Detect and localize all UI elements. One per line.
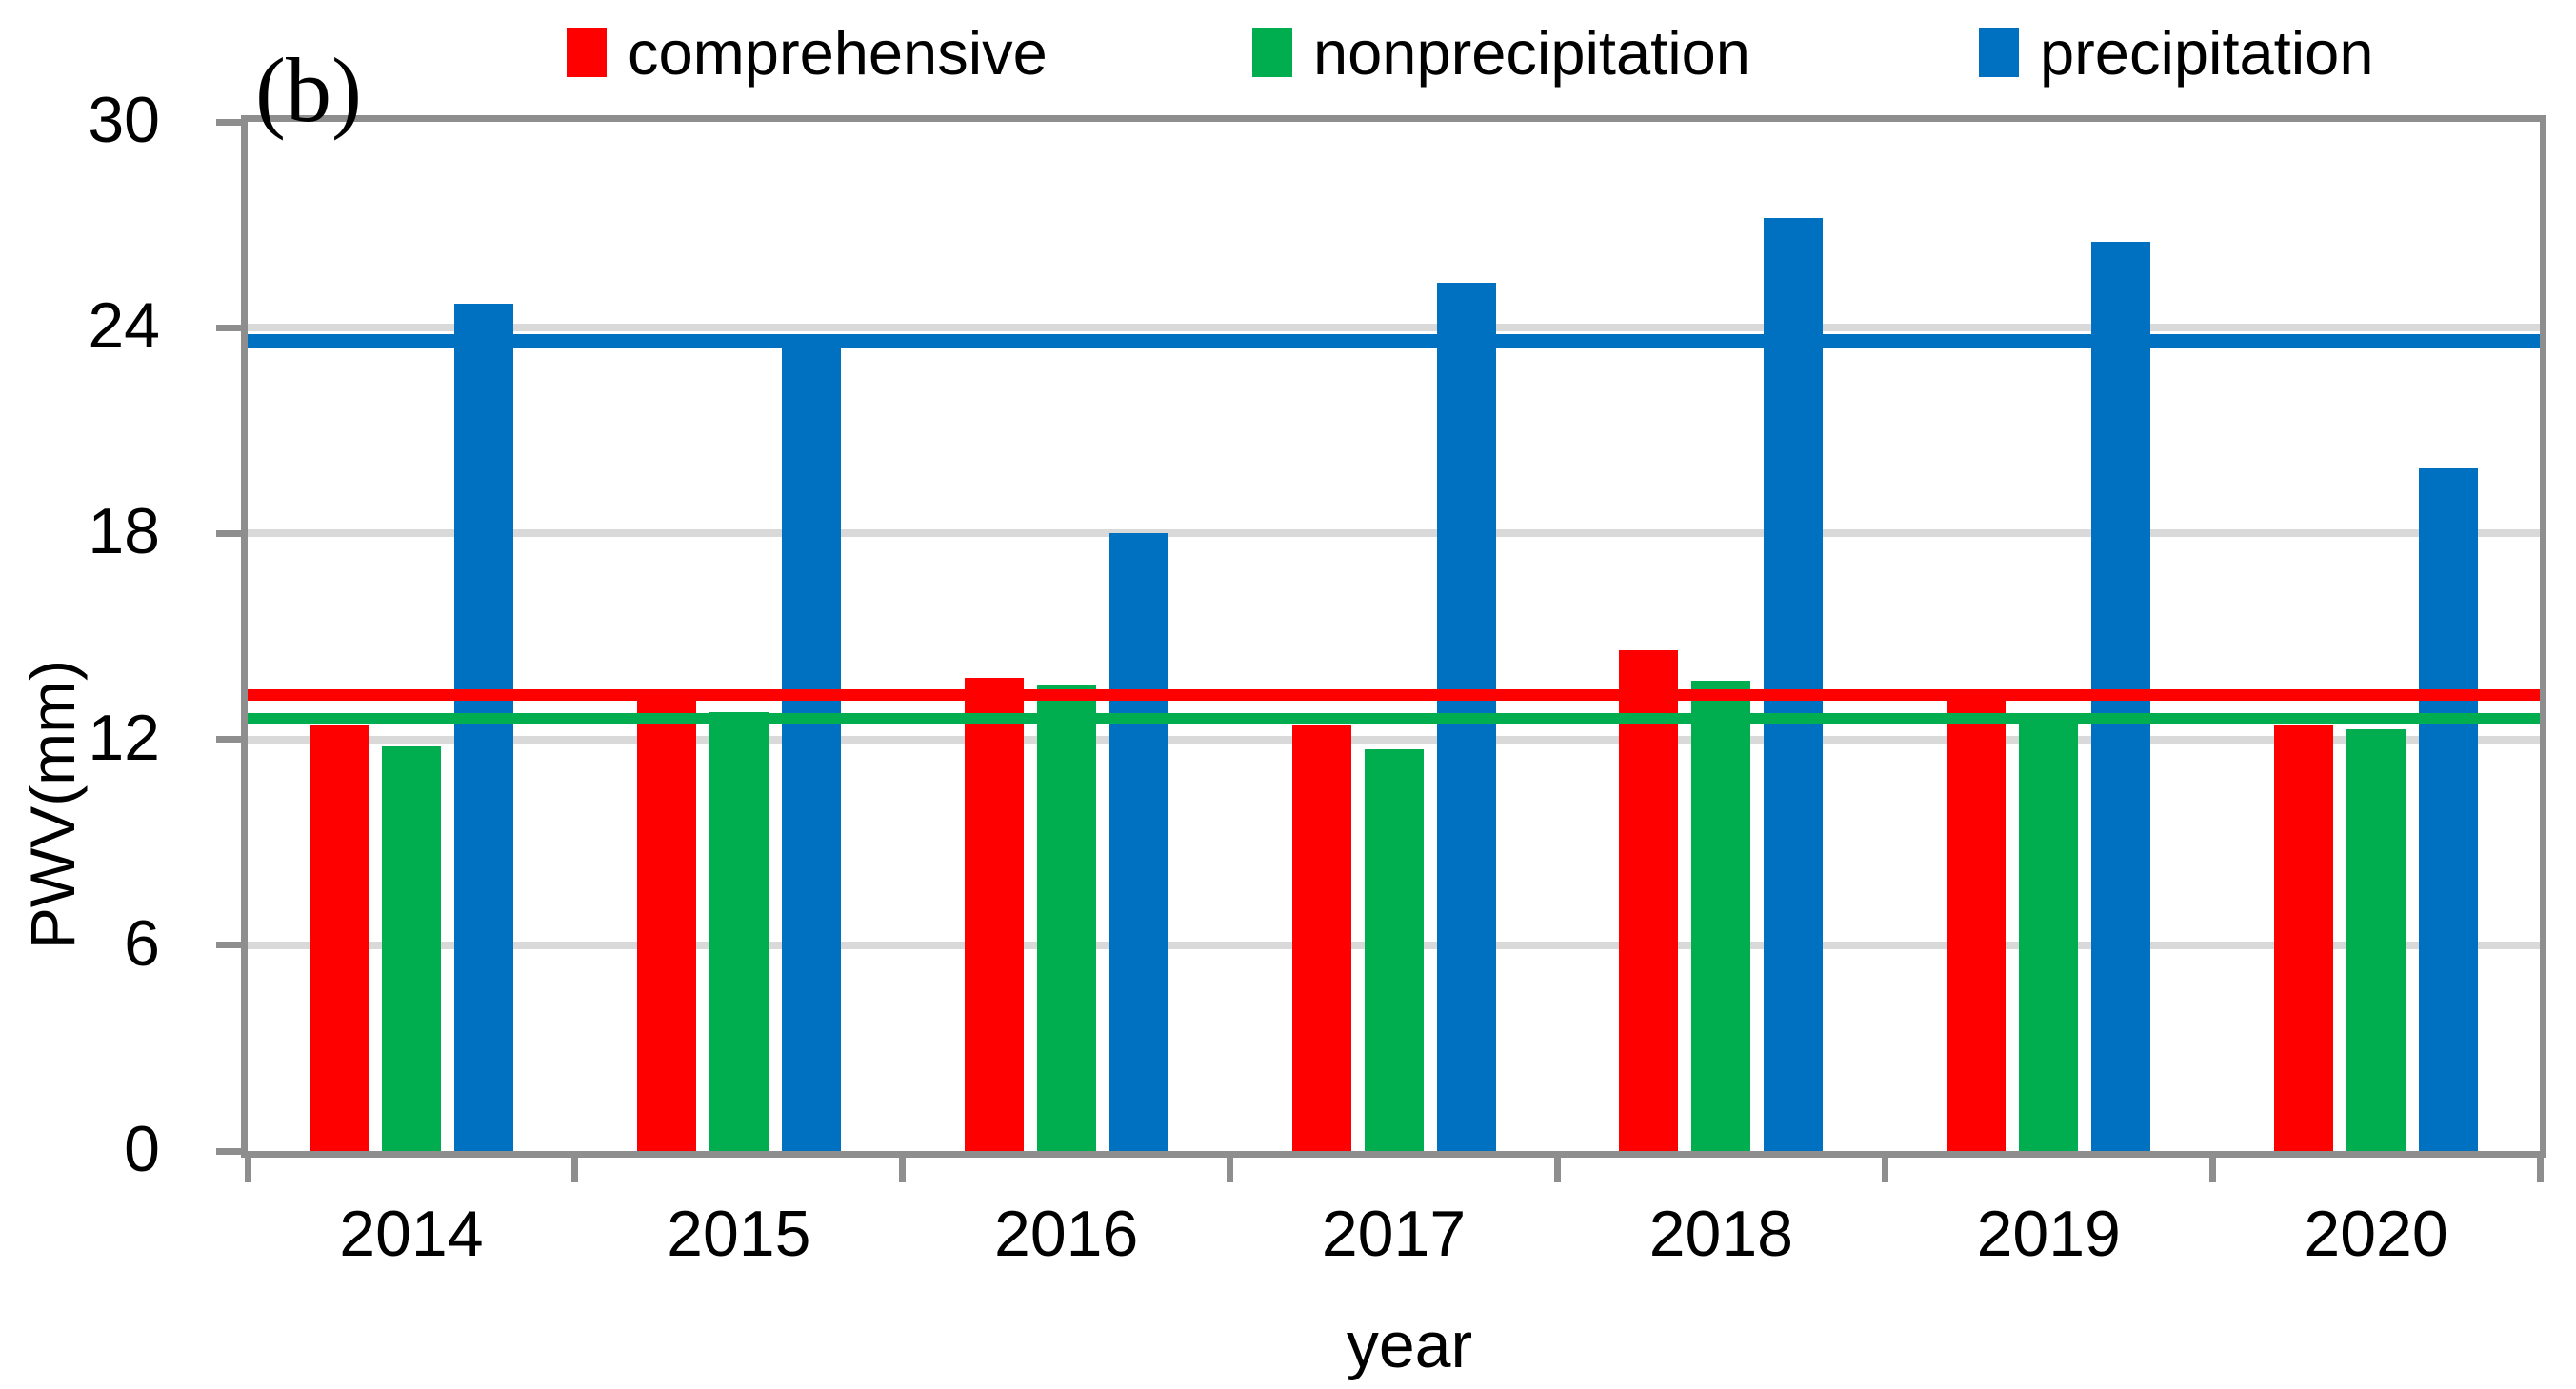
bar-nonprecipitation-2019: [2019, 718, 2079, 1151]
legend-item-comprehensive: comprehensive: [567, 19, 1048, 86]
x-tick-label-2017: 2017: [1321, 1198, 1467, 1270]
x-tick-label-2016: 2016: [994, 1198, 1139, 1270]
x-axis-tick-6: [2208, 1158, 2216, 1182]
figure-panel-label: (b): [255, 39, 362, 141]
bar-nonprecipitation-2015: [709, 711, 769, 1151]
x-axis-tick-2: [899, 1158, 907, 1182]
x-axis-tick-4: [1553, 1158, 1561, 1182]
x-axis-title: year: [1346, 1309, 1473, 1381]
legend-item-precipitation: precipitation: [1979, 19, 2374, 86]
y-axis-tick-24: [216, 324, 241, 331]
bar-comprehensive-2016: [964, 677, 1024, 1151]
x-axis-tick-5: [1881, 1158, 1888, 1182]
plot-inner: [248, 122, 2540, 1151]
bar-precipitation-2020: [2419, 467, 2479, 1151]
y-axis-tick-30: [216, 118, 241, 126]
legend-swatch-precipitation: [1979, 28, 2019, 77]
mean-line-nonprecipitation: [248, 713, 2540, 724]
bar-nonprecipitation-2016: [1036, 684, 1096, 1151]
gridline-y-18: [248, 529, 2540, 538]
x-tick-label-2020: 2020: [2304, 1198, 2448, 1270]
x-axis-tick-1: [571, 1158, 579, 1182]
bar-comprehensive-2015: [636, 698, 696, 1151]
bar-comprehensive-2018: [1619, 649, 1679, 1151]
legend-item-nonprecipitation: nonprecipitation: [1252, 19, 1750, 86]
bar-precipitation-2016: [1108, 533, 1168, 1151]
bar-comprehensive-2017: [1291, 725, 1351, 1151]
legend-swatch-comprehensive: [567, 28, 607, 77]
x-axis-tick-3: [1227, 1158, 1234, 1182]
y-tick-label-30: 30: [88, 84, 160, 156]
bar-nonprecipitation-2018: [1691, 681, 1751, 1151]
bar-comprehensive-2020: [2274, 725, 2334, 1151]
y-tick-label-12: 12: [88, 701, 160, 774]
legend-swatch-nonprecipitation: [1252, 28, 1292, 77]
y-axis-tick-18: [216, 529, 241, 537]
x-tick-label-2019: 2019: [1976, 1198, 2121, 1270]
bar-comprehensive-2014: [309, 725, 369, 1151]
bar-nonprecipitation-2014: [381, 745, 441, 1151]
x-axis-tick-0: [244, 1158, 251, 1182]
bar-precipitation-2018: [1764, 217, 1824, 1151]
bar-nonprecipitation-2017: [1364, 749, 1424, 1151]
y-axis-tick-0: [216, 1147, 241, 1155]
legend-label-nonprecipitation: nonprecipitation: [1313, 17, 1750, 88]
bar-nonprecipitation-2020: [2346, 728, 2406, 1151]
gridline-y-24: [248, 324, 2540, 332]
y-axis-tick-12: [216, 736, 241, 744]
legend-label-comprehensive: comprehensive: [628, 17, 1048, 88]
y-tick-label-18: 18: [88, 495, 160, 568]
x-tick-label-2018: 2018: [1648, 1198, 1793, 1270]
bar-comprehensive-2019: [1947, 698, 2007, 1151]
x-tick-label-2015: 2015: [667, 1198, 811, 1270]
chart-legend: comprehensive nonprecipitation precipitati…: [0, 0, 2576, 105]
bar-precipitation-2014: [453, 303, 513, 1151]
y-axis-title: PWV(mm): [17, 659, 88, 950]
y-axis-tick-6: [216, 942, 241, 949]
y-tick-label-24: 24: [88, 289, 160, 363]
mean-line-precipitation: [248, 334, 2540, 349]
mean-line-comprehensive: [248, 688, 2540, 701]
y-tick-label-0: 0: [124, 1113, 160, 1185]
plot-area: [241, 115, 2546, 1158]
x-axis-tick-7: [2536, 1158, 2544, 1182]
bar-precipitation-2015: [781, 345, 841, 1151]
y-tick-label-6: 6: [124, 906, 160, 980]
legend-label-precipitation: precipitation: [2040, 17, 2374, 88]
x-tick-label-2014: 2014: [339, 1198, 484, 1270]
gridline-y-12: [248, 735, 2540, 744]
